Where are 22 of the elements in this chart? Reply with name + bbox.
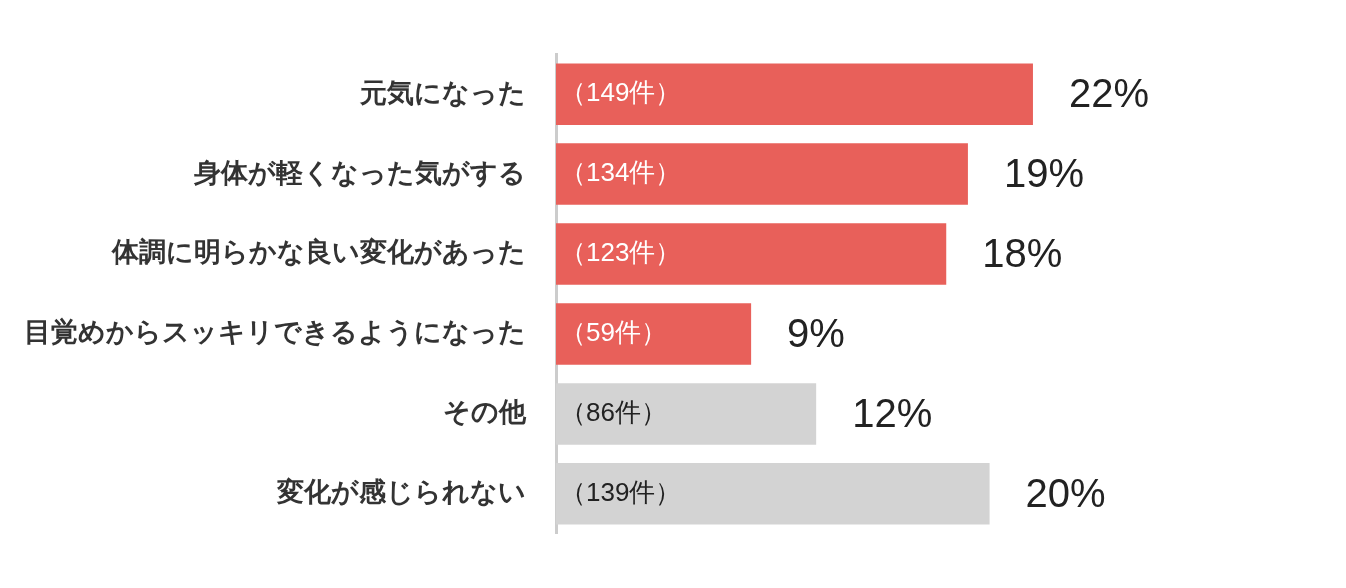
y-tick-label: 体調に明らかな良い変化があった xyxy=(111,237,526,268)
y-tick-label: 元気になった xyxy=(359,77,526,108)
annotation: （123件） xyxy=(560,237,682,268)
annotation: （139件） xyxy=(560,477,682,508)
y-tick-label: 身体が軽くなった気がする xyxy=(193,157,526,188)
y-tick-label: 目覚めからスッキリできるようになった xyxy=(24,317,526,348)
bar xyxy=(556,303,752,365)
data-label: 12% xyxy=(852,390,933,435)
bar xyxy=(556,223,947,285)
annotation: （86件） xyxy=(560,397,667,428)
annotation: （149件） xyxy=(560,77,682,108)
data-label: 9% xyxy=(787,311,845,355)
annotation: （59件） xyxy=(560,317,667,348)
data-label: 18% xyxy=(982,231,1063,276)
data-label: 22% xyxy=(1068,71,1150,116)
y-tick-label: その他 xyxy=(443,397,527,428)
data-label: 20% xyxy=(1025,470,1106,515)
data-label: 19% xyxy=(1003,151,1084,196)
bar xyxy=(556,143,968,205)
y-tick-label: 変化が感じられない xyxy=(276,477,526,508)
annotation: （134件） xyxy=(560,157,682,188)
bar xyxy=(556,63,1033,125)
